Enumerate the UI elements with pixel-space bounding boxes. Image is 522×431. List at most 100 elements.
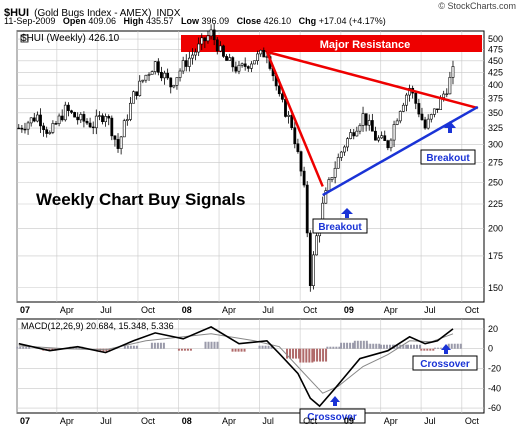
candle-body — [343, 146, 346, 153]
macd-histogram-bar — [231, 348, 234, 352]
breakout-annotation-2: Breakout — [420, 121, 476, 165]
macd-histogram-bar — [156, 342, 159, 349]
crossover-arrow-1-icon — [330, 396, 340, 406]
macd-histogram-bar — [186, 348, 189, 351]
macd-histogram-bar — [204, 341, 207, 349]
candle-body — [172, 85, 176, 88]
macd-histogram-bar — [459, 343, 462, 349]
macd-histogram-bar — [322, 348, 325, 362]
macd-histogram-bar — [267, 345, 270, 349]
candle-body — [212, 29, 216, 41]
price-panel-frame — [16, 30, 485, 303]
candle-body — [184, 60, 188, 67]
candle-body — [429, 114, 433, 120]
high-label: High — [123, 16, 144, 26]
macd-histogram-bar — [415, 344, 418, 349]
candle-body — [203, 37, 207, 42]
macd-histogram-bar — [406, 344, 409, 349]
crossover-box-2 — [412, 355, 478, 371]
candle-body — [324, 190, 328, 204]
macd-legend: MACD(12,26,9) 20.684, 15.348, 5.336 — [21, 321, 174, 331]
macd-x-tick-label: Jul — [262, 416, 274, 426]
macd-signal-line — [18, 333, 454, 394]
high-value: 435.57 — [145, 16, 174, 26]
change-label: Chg — [298, 16, 317, 26]
close-label: Close — [236, 16, 262, 26]
major-resistance-band — [181, 35, 482, 52]
candle-body — [76, 116, 80, 121]
macd-histogram-bar — [264, 345, 267, 349]
candle-body — [423, 119, 427, 129]
macd-histogram-bar — [402, 344, 405, 349]
candle-body — [42, 125, 45, 130]
candle-body — [426, 118, 430, 129]
candle-body — [327, 179, 331, 191]
candle-body — [129, 102, 132, 120]
candle-body — [448, 77, 452, 95]
candle-body — [79, 114, 83, 121]
candle-body — [237, 64, 241, 72]
crossover-label-1: Crossover — [307, 412, 357, 423]
candle-body — [442, 93, 446, 98]
candle-body — [104, 116, 108, 123]
price-y-tick-label: 200 — [488, 223, 503, 233]
price-x-tick-label: 08 — [182, 305, 192, 315]
price-x-tick-label: Oct — [303, 305, 318, 315]
candle-body — [349, 132, 353, 139]
crossover-annotation-1: Crossover — [299, 396, 366, 424]
candle-body — [333, 167, 337, 178]
stockcharts-logo: © StockCharts.com — [438, 1, 516, 11]
macd-x-axis: 07 Apr Jul Oct 08 Apr Jul Oct 09 Apr Jul Oct — [20, 416, 479, 426]
macd-x-tick-label: Oct — [141, 416, 156, 426]
candle-body — [228, 57, 232, 61]
macd-histogram-bar — [325, 348, 328, 362]
macd-histogram-bar — [378, 343, 381, 349]
macd-x-tick-label: Oct — [465, 416, 480, 426]
crossover-arrow-2-icon — [441, 344, 451, 354]
candle-body — [234, 66, 238, 72]
macd-x-tick-label: Apr — [384, 416, 398, 426]
macd-histogram-bar — [343, 342, 346, 349]
exchange-name: INDX — [156, 8, 181, 19]
candle-body — [246, 66, 250, 69]
candle-body — [181, 60, 185, 72]
macd-histogram-bar — [456, 343, 459, 349]
macd-histogram-bar — [129, 345, 132, 349]
macd-histogram-bar — [19, 346, 22, 349]
macd-histogram-bar — [382, 344, 385, 349]
macd-x-tick-label: Oct — [303, 416, 318, 426]
crossover-label-2: Crossover — [420, 359, 470, 370]
change-value: +17.04 (+4.17%) — [318, 16, 386, 26]
candle-body — [386, 140, 390, 149]
candle-body — [209, 29, 213, 37]
candle-body — [20, 127, 24, 130]
candle-body — [225, 56, 228, 61]
macd-histogram-bar — [450, 343, 453, 349]
macd-histogram-bar — [237, 348, 240, 352]
close-value: 426.10 — [263, 16, 292, 26]
macd-histogram-bar — [356, 340, 359, 349]
candle-body — [35, 114, 39, 122]
macd-histogram-bar — [243, 348, 246, 352]
macd-histogram-bar — [162, 342, 165, 349]
crossover-annotation-2: Crossover — [412, 344, 478, 371]
candle-body — [339, 151, 343, 158]
candle-body — [215, 39, 219, 52]
candle-body — [70, 110, 73, 113]
macd-histogram-bar — [353, 340, 356, 349]
breakout-annotation-1: Breakout — [312, 208, 368, 234]
candle-body — [48, 132, 52, 134]
macd-histogram-bar — [346, 342, 349, 349]
candle-body — [364, 113, 368, 126]
macd-histogram-bar — [319, 348, 322, 362]
resistance-trendline — [265, 51, 324, 187]
price-y-axis: 150 175 200 225 250 275 300 325 350 375 400 425 4504… — [488, 34, 503, 293]
macd-histogram-bar — [372, 343, 375, 349]
candle-body — [287, 114, 291, 117]
candle-body — [66, 104, 70, 112]
candle-body — [398, 111, 402, 122]
price-x-tick-label: Oct — [465, 305, 480, 315]
candle-body — [401, 104, 405, 112]
macd-histogram-bar — [298, 348, 301, 359]
macd-histogram-bar — [289, 348, 292, 359]
